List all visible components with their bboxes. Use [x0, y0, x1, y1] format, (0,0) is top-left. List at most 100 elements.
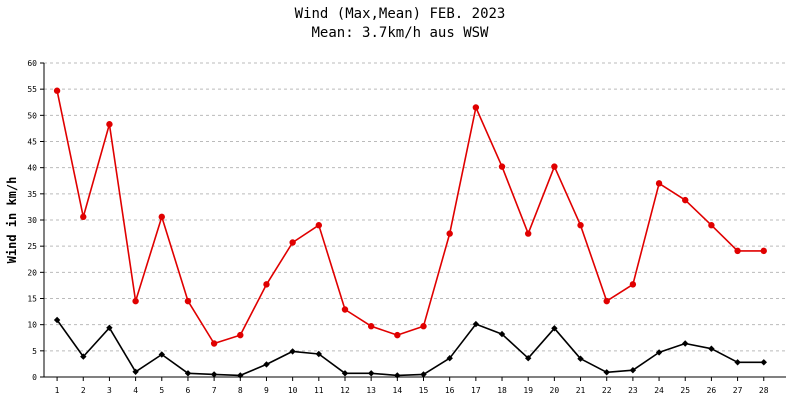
data-point [655, 180, 663, 187]
x-tick-label: 1 [55, 386, 60, 395]
y-tick-label: 35 [27, 190, 37, 199]
data-point [577, 355, 584, 362]
data-point [158, 351, 165, 358]
grid-lines [44, 62, 786, 352]
data-point [237, 331, 244, 339]
data-point [315, 350, 322, 358]
y-tick-label: 0 [32, 373, 37, 382]
y-tick-label: 15 [27, 295, 37, 304]
data-point [734, 359, 741, 366]
data-point [524, 230, 532, 237]
y-tick-label: 45 [27, 138, 37, 147]
x-tick-label: 25 [680, 386, 690, 395]
data-point [263, 281, 270, 288]
series-line-1 [56, 90, 764, 345]
data-point [760, 359, 767, 366]
data-point [577, 222, 584, 229]
data-point [394, 331, 401, 339]
data-point [210, 371, 218, 378]
data-point [472, 104, 480, 111]
x-tick-label: 3 [107, 386, 112, 395]
y-tick-label: 55 [27, 85, 37, 94]
x-tick-label: 21 [576, 386, 586, 395]
data-point [368, 370, 375, 377]
series-line-2 [56, 319, 764, 377]
x-tick-label: 19 [523, 386, 533, 395]
x-tick-label: 2 [81, 386, 86, 395]
x-tick-label: 9 [264, 386, 269, 395]
data-point [341, 306, 349, 313]
data-point [551, 163, 558, 170]
y-axis-label: Wind in km/h [5, 177, 19, 264]
data-point [420, 323, 427, 330]
data-point [760, 247, 767, 255]
y-tick-label: 20 [27, 268, 37, 277]
x-tick-label: 10 [288, 386, 298, 395]
x-tick-label: 13 [366, 386, 376, 395]
x-tick-label: 18 [497, 386, 507, 395]
data-point [132, 368, 139, 375]
data-point [184, 297, 192, 305]
x-tick-label: 14 [393, 386, 403, 395]
data-point [525, 355, 532, 362]
data-point [394, 372, 401, 379]
data-point [472, 320, 480, 328]
data-point [53, 87, 61, 94]
y-tick-label: 5 [32, 347, 37, 356]
data-point [132, 297, 139, 305]
x-tick-label: 15 [419, 386, 429, 395]
x-tick-label: 22 [602, 386, 612, 395]
y-tick-label: 60 [27, 59, 37, 68]
x-tick-label: 17 [471, 386, 481, 395]
data-point [184, 370, 192, 377]
y-tick-labels: 0 5 10 15 20 25 30 35 40 45 50 55 60 [27, 59, 37, 382]
data-point [263, 361, 270, 368]
data-point [237, 372, 244, 379]
x-tick-label: 28 [759, 386, 769, 395]
data-point [708, 222, 715, 229]
x-tick-label: 11 [314, 386, 324, 395]
x-tick-label: 4 [133, 386, 138, 395]
data-point [106, 121, 113, 128]
data-point [106, 324, 113, 331]
x-tick-label: 5 [159, 386, 164, 395]
data-point [708, 345, 715, 352]
data-point [210, 340, 218, 347]
x-tick-label: 16 [445, 386, 455, 395]
data-point [315, 222, 323, 229]
data-point [551, 325, 558, 332]
y-tick-label: 30 [27, 216, 37, 225]
data-point [289, 348, 296, 355]
data-point [158, 213, 165, 221]
x-tick-label: 23 [628, 386, 638, 395]
data-series [53, 87, 767, 379]
x-tick-label: 8 [238, 386, 243, 395]
data-point [655, 349, 663, 356]
y-tick-label: 25 [27, 242, 37, 251]
data-point [629, 281, 637, 288]
x-tick-label: 26 [707, 386, 717, 395]
x-tick-label: 12 [340, 386, 350, 395]
data-point [367, 323, 375, 330]
data-point [341, 370, 349, 377]
data-point [682, 196, 689, 204]
x-tick-label: 27 [733, 386, 743, 395]
chart-title: Wind (Max,Mean) FEB. 2023 [295, 6, 506, 22]
data-point [629, 367, 637, 374]
x-tick-label: 7 [212, 386, 217, 395]
y-tick-label: 40 [27, 164, 37, 173]
axes [40, 62, 786, 381]
y-tick-label: 10 [27, 321, 37, 330]
x-tick-label: 6 [186, 386, 191, 395]
data-point [289, 239, 296, 246]
data-point [80, 353, 87, 360]
x-tick-labels: 1 2 3 4 5 6 7 8 9 10 11 12 13 14 15 16 17 18 19 20 21 22 23 24 2… [55, 386, 769, 395]
data-point [446, 230, 453, 237]
data-point [498, 163, 506, 170]
x-tick-label: 20 [550, 386, 560, 395]
data-point [682, 340, 689, 347]
data-point [498, 330, 506, 338]
data-point [53, 316, 61, 324]
